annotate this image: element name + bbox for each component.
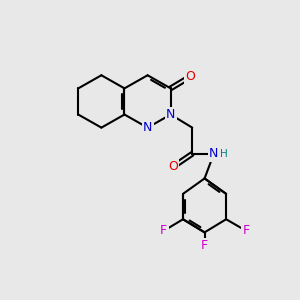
Text: H: H [220,149,228,159]
Text: F: F [243,224,250,237]
Text: F: F [201,239,208,252]
Text: N: N [143,121,152,134]
Text: O: O [185,70,195,83]
Text: F: F [160,224,167,237]
Text: N: N [209,147,218,160]
Text: N: N [166,108,175,121]
Text: O: O [168,160,178,173]
